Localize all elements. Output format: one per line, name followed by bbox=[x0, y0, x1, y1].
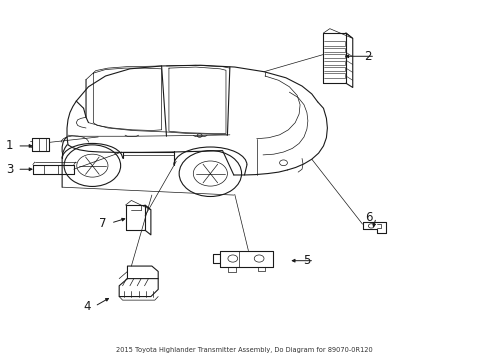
Text: 7: 7 bbox=[99, 216, 107, 230]
Text: 5: 5 bbox=[303, 254, 310, 267]
Text: 1: 1 bbox=[6, 139, 13, 152]
Text: 2: 2 bbox=[363, 50, 370, 63]
Text: 4: 4 bbox=[83, 300, 91, 313]
Text: 2015 Toyota Highlander Transmitter Assembly, Do Diagram for 89070-0R120: 2015 Toyota Highlander Transmitter Assem… bbox=[116, 347, 372, 354]
Text: 6: 6 bbox=[364, 211, 371, 224]
Text: 3: 3 bbox=[6, 163, 13, 176]
